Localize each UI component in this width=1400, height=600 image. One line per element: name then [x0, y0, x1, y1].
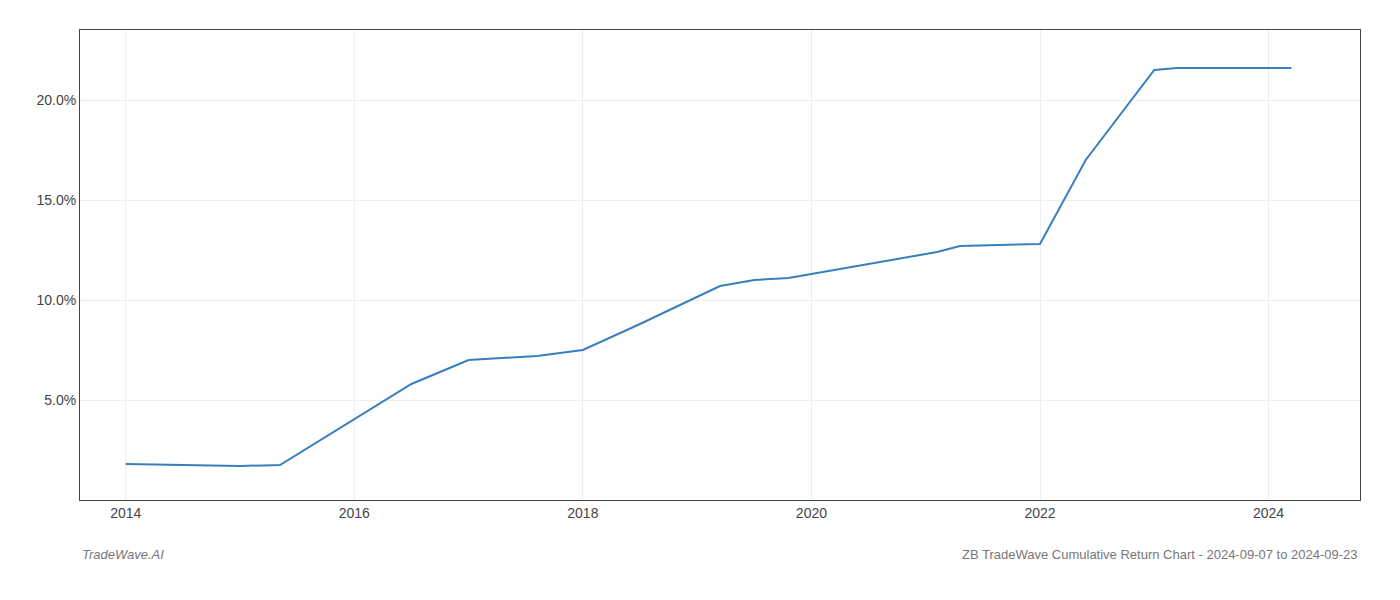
- svg-text:15.0%: 15.0%: [36, 192, 76, 208]
- svg-text:2024: 2024: [1253, 505, 1284, 521]
- svg-text:2016: 2016: [339, 505, 370, 521]
- svg-text:20.0%: 20.0%: [36, 92, 76, 108]
- svg-text:2020: 2020: [796, 505, 827, 521]
- svg-text:5.0%: 5.0%: [44, 392, 76, 408]
- svg-text:TradeWave.AI: TradeWave.AI: [82, 547, 164, 562]
- svg-text:10.0%: 10.0%: [36, 292, 76, 308]
- svg-text:ZB TradeWave Cumulative Return: ZB TradeWave Cumulative Return Chart - 2…: [962, 547, 1358, 562]
- svg-text:2022: 2022: [1024, 505, 1055, 521]
- svg-text:2014: 2014: [110, 505, 141, 521]
- svg-text:2018: 2018: [567, 505, 598, 521]
